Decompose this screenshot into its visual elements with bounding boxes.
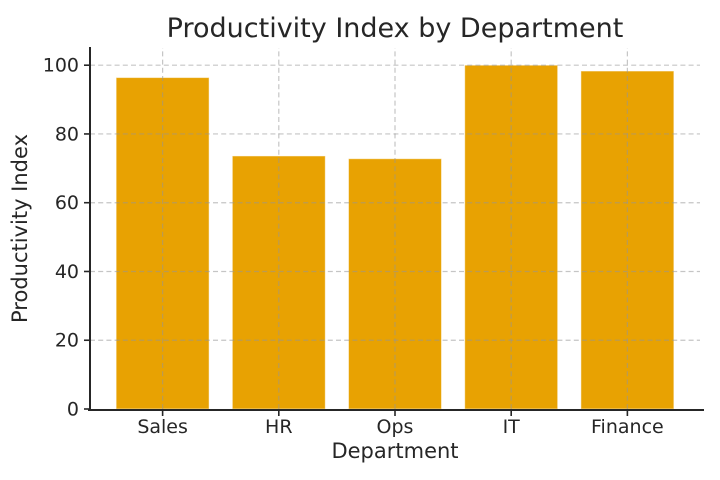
labels-group: 0 20 40 60 80 100 Sales HR Ops IT Finance Departmen… [8, 13, 664, 463]
xtick-label-sales: Sales [137, 416, 188, 438]
xtick-label-hr: HR [265, 416, 293, 438]
axes-group [84, 47, 704, 416]
ytick-label-100: 100 [43, 55, 79, 77]
xtick-label-finance: Finance [591, 416, 664, 438]
ytick-label-60: 60 [55, 192, 79, 214]
xtick-label-ops: Ops [377, 416, 414, 438]
x-axis-label: Department [331, 439, 458, 463]
bar-it [464, 64, 559, 410]
xtick-label-it: IT [503, 416, 521, 438]
y-axis-label: Productivity Index [8, 134, 32, 323]
chart-title: Productivity Index by Department [167, 13, 624, 44]
ytick-label-40: 40 [55, 261, 79, 283]
ytick-label-0: 0 [67, 399, 79, 421]
ytick-label-80: 80 [55, 123, 79, 145]
grid-group [90, 48, 700, 409]
ytick-label-20: 20 [55, 330, 79, 352]
